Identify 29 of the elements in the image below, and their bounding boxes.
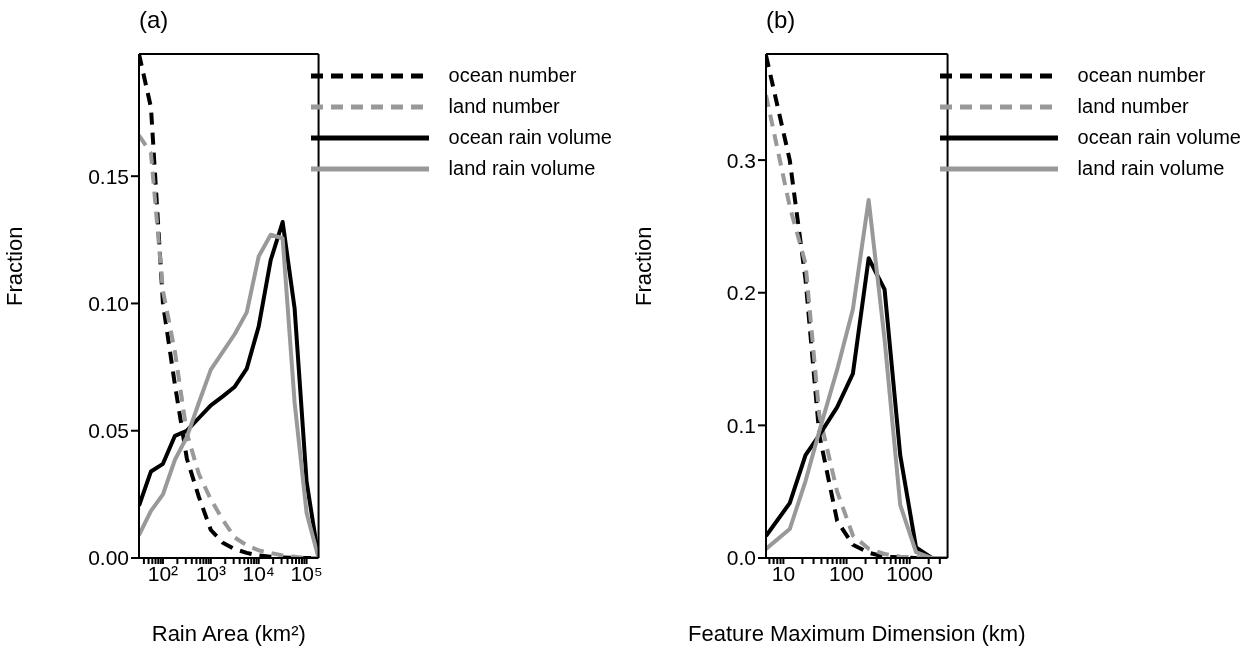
x-axis-title: Rain Area (km²) [151, 621, 306, 646]
text: ocean rain volume [448, 126, 612, 149]
y-tick-label: 0.3 [726, 148, 756, 172]
text: ocean rain volume [1077, 126, 1241, 149]
y-tick-label: 0.05 [88, 419, 129, 443]
text: land number [1077, 95, 1189, 118]
text: ocean number [1077, 64, 1206, 87]
y-tick-label: 0.15 [88, 164, 129, 188]
x-tick-label: 10² [147, 561, 179, 585]
x-tick-label: 1000 [886, 561, 934, 585]
x-tick-label: 10⁵ [290, 561, 323, 585]
x-tick-label: 10⁴ [242, 561, 275, 585]
x-tick-label: 10³ [195, 561, 227, 585]
y-tick-label: 0.10 [88, 291, 129, 315]
text: land number [448, 95, 560, 118]
text: land rain volume [1077, 157, 1225, 180]
x-axis-title: Feature Maximum Dimension (km) [688, 621, 1026, 646]
y-tick-label: 0.0 [726, 546, 756, 570]
y-tick-label: 0.2 [726, 281, 756, 305]
chart-title: (b) [766, 6, 796, 34]
y-axis-title: Fraction [1, 226, 27, 306]
x-tick-label: 100 [829, 561, 865, 585]
y-tick-label: 0.00 [88, 546, 129, 570]
y-tick-label: 0.1 [726, 413, 756, 437]
text: ocean number [448, 64, 577, 87]
chart-title: (a) [139, 6, 169, 34]
text: land rain volume [448, 157, 596, 180]
y-axis-title: Fraction [630, 226, 656, 306]
x-tick-label: 10 [771, 561, 796, 585]
